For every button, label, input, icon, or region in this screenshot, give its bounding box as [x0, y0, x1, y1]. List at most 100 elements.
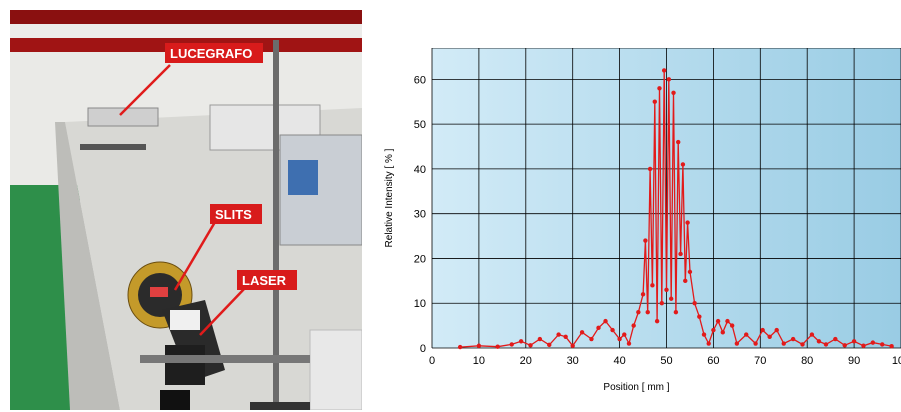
- data-point: [643, 238, 648, 243]
- data-point: [833, 336, 838, 342]
- data-point: [842, 343, 847, 348]
- data-point: [636, 309, 641, 315]
- x-tick-label: 10: [473, 355, 485, 367]
- data-point: [626, 341, 632, 346]
- data-point: [603, 318, 608, 324]
- data-point: [666, 77, 672, 82]
- data-point: [889, 344, 894, 349]
- svg-text:LUCEGRAFO: LUCEGRAFO: [170, 46, 252, 61]
- data-point: [610, 327, 615, 333]
- data-point: [671, 90, 676, 95]
- data-point: [683, 278, 688, 284]
- data-point: [570, 343, 575, 348]
- data-point: [809, 332, 815, 337]
- y-tick-label: 40: [414, 164, 426, 176]
- x-tick-label: 0: [429, 355, 435, 367]
- data-point: [734, 341, 740, 346]
- data-point: [640, 292, 646, 297]
- data-point: [744, 332, 749, 337]
- lab-setup-photo: LUCEGRAFO SLITS LASER: [10, 10, 362, 410]
- data-point: [645, 309, 650, 315]
- y-axis-title: Relative Intensity [ % ]: [384, 148, 395, 247]
- label-slits: SLITS: [210, 204, 262, 224]
- data-point: [495, 344, 500, 349]
- x-tick-label: 80: [801, 355, 813, 367]
- data-point: [528, 343, 533, 348]
- data-point: [622, 332, 627, 337]
- series-line: [460, 70, 892, 348]
- y-tick-label: 30: [414, 209, 426, 221]
- data-point: [579, 330, 585, 335]
- x-tick-label: 30: [567, 355, 579, 367]
- data-point: [631, 323, 636, 328]
- data-point: [823, 342, 829, 347]
- svg-text:LASER: LASER: [242, 273, 287, 288]
- data-point: [537, 336, 543, 342]
- data-point: [720, 330, 725, 335]
- label-laser: LASER: [237, 270, 297, 290]
- data-point: [701, 332, 707, 337]
- data-point: [476, 343, 482, 348]
- svg-text:SLITS: SLITS: [215, 207, 252, 222]
- data-point: [589, 336, 594, 342]
- data-point: [729, 323, 735, 328]
- x-tick-label: 40: [613, 355, 625, 367]
- grid-lines: [431, 48, 901, 349]
- x-tick-label: 60: [707, 355, 719, 367]
- x-tick-labels: 0 10 20 30 40 50 60 70 80 90 100: [429, 355, 901, 367]
- x-axis-title: Position [ mm ]: [603, 382, 669, 393]
- data-point: [870, 340, 876, 345]
- data-point: [753, 341, 758, 346]
- data-point: [861, 343, 866, 348]
- x-tick-label: 70: [754, 355, 766, 367]
- data-point: [457, 344, 463, 350]
- x-tick-label: 50: [660, 355, 672, 367]
- data-point: [650, 283, 655, 288]
- data-point: [652, 99, 657, 104]
- data-point: [556, 332, 561, 337]
- data-point: [518, 339, 524, 344]
- data-point: [816, 339, 822, 344]
- y-tick-label: 20: [414, 253, 426, 265]
- data-point: [657, 86, 662, 91]
- x-tick-label: 20: [520, 355, 532, 367]
- data-point: [676, 139, 681, 145]
- data-point: [790, 336, 796, 342]
- data-point: [774, 327, 779, 333]
- y-tick-label: 60: [414, 74, 426, 86]
- data-point: [596, 325, 601, 331]
- data-point: [547, 342, 552, 348]
- data-point: [697, 314, 702, 319]
- data-point: [668, 296, 674, 301]
- data-point: [725, 318, 730, 324]
- y-tick-label: 10: [414, 298, 426, 310]
- label-lucegrafo: LUCEGRAFO: [165, 43, 263, 63]
- data-point: [661, 68, 667, 73]
- data-point: [617, 336, 622, 342]
- intensity-chart: 0 10 20 30 40 50 60 70 80 90 100 0 10 20 30 40 50 60 Pos…: [384, 48, 901, 393]
- data-point: [767, 334, 772, 340]
- data-point: [706, 341, 711, 346]
- data-point: [685, 220, 690, 225]
- data-point: [673, 309, 679, 315]
- y-tick-label: 50: [414, 119, 426, 131]
- data-point: [678, 251, 683, 257]
- data-point: [687, 269, 693, 275]
- data-point: [760, 327, 765, 333]
- data-point: [664, 287, 669, 292]
- data-point: [563, 334, 568, 340]
- data-point: [800, 342, 805, 347]
- data-point: [654, 318, 660, 324]
- x-tick-label: 100: [892, 355, 901, 367]
- data-point: [711, 327, 716, 333]
- y-tick-labels: 0 10 20 30 40 50 60: [414, 74, 426, 355]
- data-point: [659, 301, 665, 306]
- data-point: [715, 318, 721, 324]
- data-point: [880, 342, 885, 347]
- data-point: [647, 166, 653, 172]
- x-tick-label: 90: [848, 355, 860, 367]
- data-point: [692, 301, 697, 306]
- data-point: [781, 341, 786, 346]
- data-point: [851, 339, 857, 344]
- data-point: [680, 162, 686, 167]
